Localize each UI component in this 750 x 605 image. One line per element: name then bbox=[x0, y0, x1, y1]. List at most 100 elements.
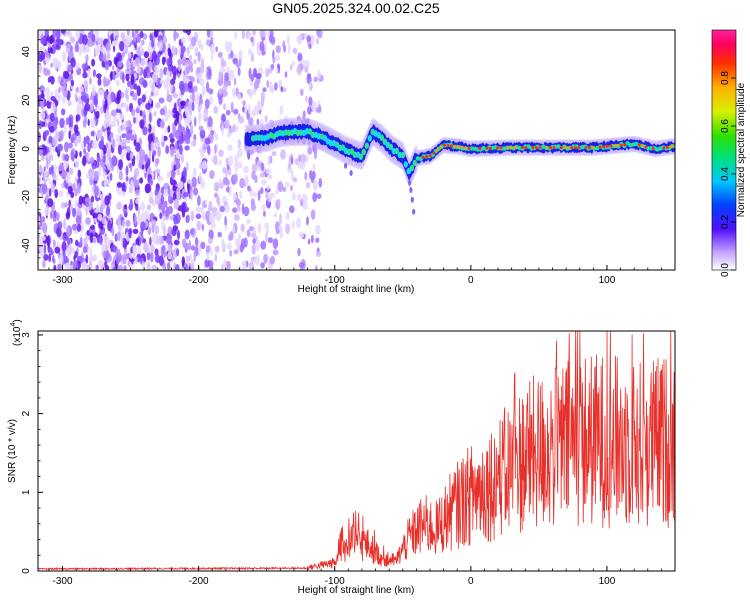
noise-speckle bbox=[199, 129, 206, 139]
noise-speckle bbox=[214, 144, 217, 155]
noise-speckle bbox=[248, 103, 251, 115]
noise-speckle bbox=[200, 241, 206, 250]
noise-speckle bbox=[222, 60, 227, 67]
noise-speckle bbox=[177, 180, 184, 190]
track-peak bbox=[421, 155, 425, 159]
noise-speckle bbox=[304, 171, 308, 181]
noise-speckle bbox=[207, 68, 212, 80]
noise-speckle bbox=[92, 253, 97, 262]
noise-speckle bbox=[148, 95, 152, 105]
noise-speckle bbox=[152, 72, 158, 83]
noise-speckle bbox=[193, 250, 196, 262]
noise-speckle bbox=[61, 241, 67, 252]
track-peak bbox=[485, 146, 489, 150]
noise-speckle bbox=[143, 242, 149, 253]
noise-speckle bbox=[140, 155, 145, 164]
noise-speckle bbox=[275, 45, 281, 54]
noise-speckle bbox=[128, 162, 132, 168]
noise-speckle bbox=[275, 228, 280, 235]
noise-speckle bbox=[155, 157, 160, 165]
noise-speckle bbox=[139, 44, 143, 52]
noise-speckle bbox=[297, 53, 303, 61]
noise-speckle bbox=[144, 153, 149, 163]
track-core bbox=[409, 164, 414, 172]
noise-speckle bbox=[195, 236, 199, 248]
noise-speckle bbox=[201, 223, 204, 231]
noise-speckle bbox=[106, 126, 111, 136]
noise-speckle bbox=[254, 175, 258, 184]
noise-speckle bbox=[59, 117, 65, 129]
noise-speckle bbox=[92, 140, 98, 150]
track-outlier bbox=[408, 179, 412, 186]
track-peak bbox=[513, 146, 517, 150]
noise-speckle bbox=[297, 247, 301, 257]
noise-speckle bbox=[64, 202, 68, 208]
noise-speckle bbox=[116, 91, 120, 103]
noise-speckle bbox=[239, 190, 243, 200]
noise-speckle bbox=[226, 243, 233, 250]
noise-speckle bbox=[52, 171, 57, 180]
noise-speckle bbox=[190, 210, 195, 222]
noise-speckle bbox=[122, 182, 125, 192]
noise-speckle bbox=[149, 191, 154, 199]
noise-speckle bbox=[309, 170, 313, 180]
noise-speckle bbox=[192, 139, 197, 147]
track-outlier bbox=[412, 208, 416, 215]
noise-speckle bbox=[171, 47, 177, 56]
noise-speckle bbox=[158, 97, 165, 104]
noise-speckle bbox=[248, 261, 254, 270]
noise-speckle bbox=[160, 194, 164, 205]
spectrogram-y-tick-label: 20 bbox=[21, 94, 32, 106]
noise-speckle bbox=[92, 212, 98, 219]
noise-speckle bbox=[237, 93, 242, 101]
noise-speckle bbox=[111, 156, 116, 167]
noise-speckle bbox=[192, 167, 197, 178]
noise-speckle bbox=[123, 148, 127, 156]
noise-speckle bbox=[72, 207, 77, 218]
noise-speckle bbox=[307, 238, 311, 245]
noise-speckle bbox=[65, 211, 71, 220]
noise-speckle bbox=[141, 39, 145, 46]
track-peak bbox=[534, 146, 538, 150]
noise-speckle bbox=[274, 82, 278, 91]
noise-speckle bbox=[122, 72, 125, 84]
noise-speckle bbox=[238, 116, 245, 124]
noise-speckle bbox=[272, 238, 279, 250]
noise-speckle bbox=[122, 238, 128, 249]
noise-speckle bbox=[209, 95, 213, 105]
noise-speckle bbox=[232, 207, 238, 213]
noise-speckle bbox=[250, 232, 256, 238]
noise-speckle bbox=[129, 134, 135, 141]
noise-speckle bbox=[118, 159, 123, 171]
noise-speckle bbox=[99, 235, 103, 243]
noise-speckle bbox=[287, 43, 291, 54]
track-core bbox=[322, 134, 328, 142]
noise-speckle bbox=[147, 214, 150, 221]
noise-speckle bbox=[260, 179, 267, 186]
noise-speckle bbox=[156, 141, 159, 148]
noise-speckle bbox=[184, 242, 190, 251]
noise-speckle bbox=[94, 47, 99, 57]
track-peak bbox=[591, 146, 595, 150]
track-core bbox=[388, 143, 393, 151]
noise-speckle bbox=[224, 215, 227, 226]
noise-speckle bbox=[73, 255, 76, 261]
noise-speckle bbox=[119, 230, 123, 238]
noise-speckle bbox=[217, 231, 222, 238]
noise-speckle bbox=[250, 36, 254, 43]
noise-speckle bbox=[260, 262, 265, 269]
track-outlier bbox=[344, 162, 348, 169]
noise-speckle bbox=[191, 176, 197, 188]
noise-speckle bbox=[133, 32, 137, 43]
noise-speckle bbox=[200, 178, 205, 189]
noise-speckle bbox=[223, 177, 229, 185]
noise-speckle bbox=[234, 214, 240, 221]
noise-speckle bbox=[204, 98, 210, 110]
noise-speckle bbox=[253, 191, 258, 198]
snr-y-label: SNR (10 * v/v) bbox=[7, 419, 18, 483]
noise-speckle bbox=[317, 70, 321, 80]
noise-speckle bbox=[68, 32, 73, 39]
noise-speckle bbox=[67, 100, 72, 107]
noise-speckle bbox=[170, 78, 176, 86]
noise-speckle bbox=[161, 206, 166, 215]
